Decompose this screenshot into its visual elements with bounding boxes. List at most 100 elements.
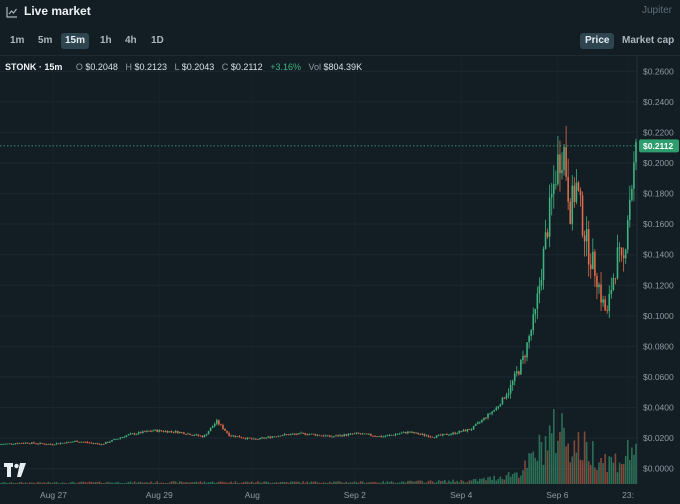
volume-bar [631,447,633,484]
volume-bar [146,482,148,484]
candle-body [57,443,60,445]
volume-bar [265,481,267,484]
volume-bar [335,481,337,484]
price-chart[interactable]: $0.2112 $0.2600 $0.2400 $0.2200 $0.2000 $0.1… [0,56,680,504]
volume-bar [355,482,358,484]
price-toggle[interactable]: Price [580,33,615,49]
volume-bar [133,481,136,484]
volume-bar [281,481,284,484]
candle-body [168,431,171,433]
candle-body [466,429,469,432]
volume-bar [90,481,93,484]
volume-bar [273,482,276,484]
timeframe-4h[interactable]: 4h [125,35,137,46]
volume-bar [312,481,315,484]
tradingview-logo-icon [4,463,26,477]
y-tick-label: $0.0200 [643,433,674,443]
y-tick-label: $0.1800 [643,189,674,199]
volume-bar [433,482,436,484]
volume-bar [587,461,590,484]
candle-body [261,437,263,439]
volume-bar [205,482,208,484]
candle-body [2,444,4,445]
candle-body [164,431,167,432]
volume-bar [86,482,89,484]
candle-body [213,423,216,427]
volume-bar [624,456,627,484]
volume-bar [464,482,467,484]
volume-bar [35,483,37,484]
volume-bar [563,427,565,484]
volume-bar [31,482,33,484]
candle-body [12,444,15,445]
volume-bar [635,443,637,484]
candle-body [384,436,387,437]
y-axis: $0.2600 $0.2400 $0.2200 $0.2000 $0.1800 $0.16… [643,66,674,473]
volume-bar [331,482,333,484]
candle-body [439,434,442,436]
volume-bar [20,482,23,484]
volume-bar [263,481,265,484]
candle-body [614,278,617,279]
volume-bar [592,441,594,484]
candle-body [507,393,510,396]
candle-body [540,279,543,286]
candle-body [374,435,376,437]
candle-body [154,429,156,431]
volume-bar [573,440,576,484]
timeframe-15m[interactable]: 15m [61,33,90,49]
volume-bar [242,482,245,484]
volume-bar [614,453,617,484]
x-tick-label: Sep 6 [546,490,568,500]
candle-body [526,342,528,358]
volume-bar [347,482,350,484]
candle-body [265,437,267,439]
candle-body [316,434,319,436]
volume-bar [88,481,91,484]
marketcap-toggle[interactable]: Market cap [622,35,675,46]
volume-bar [156,481,158,484]
candle-body [283,434,286,436]
volume-bar [353,481,356,484]
volume-bar [368,482,370,484]
volume-bar [199,481,202,484]
candle-body [49,443,52,445]
candle-body [255,438,257,440]
candle-body [55,443,58,445]
candle-body [174,431,177,433]
volume-bar [287,482,290,484]
volume-bar [170,481,173,484]
volume-bar [49,482,52,484]
volume-bar [178,481,181,484]
volume-bar [45,482,48,484]
candle-body [337,435,339,437]
volume-bar [94,481,97,484]
candle-body [444,434,446,435]
candle-body [530,330,532,337]
candle-body [61,442,64,444]
timeframe-1m[interactable]: 1m [10,35,25,46]
timeframe-1h[interactable]: 1h [100,35,112,46]
volume-bar [37,481,39,484]
last-price-line: $0.2112 [0,139,679,153]
candle-body [209,427,212,432]
candle-body [294,433,296,435]
candle-body [415,432,417,434]
volume-bar [575,452,578,484]
candle-body [501,397,504,405]
timeframe-5m[interactable]: 5m [38,35,53,46]
candle-body [581,195,584,236]
volume-bar [68,483,70,484]
volume-bar [618,462,621,484]
volume-bar [296,481,298,484]
candle-body [538,285,541,294]
candle-body [435,435,438,438]
volume-bar [487,477,489,484]
timeframe-1d[interactable]: 1D [151,35,164,46]
volume-bar [415,480,417,484]
volume-bar [150,481,152,484]
volume-bar [534,457,537,484]
volume-bar [224,482,226,484]
volume-bar [187,482,189,484]
volume-bar [485,480,487,484]
